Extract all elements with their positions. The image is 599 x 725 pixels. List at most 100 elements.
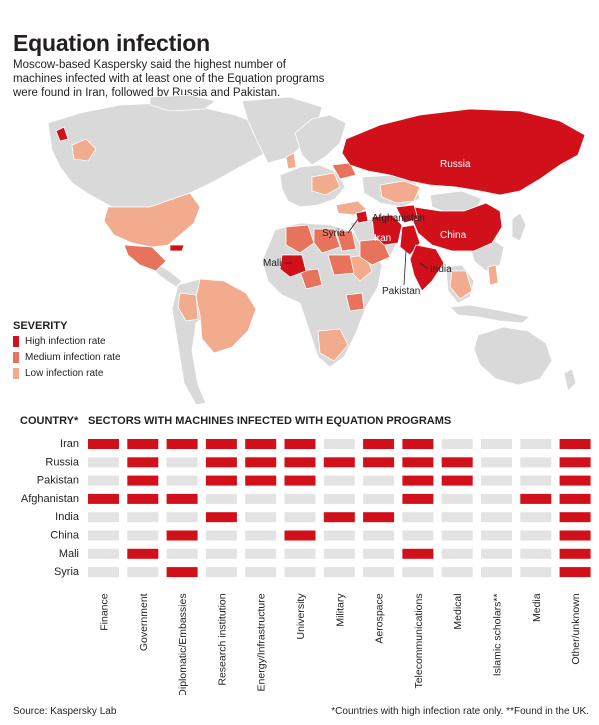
empty-cell (88, 567, 119, 578)
sudan-region (327, 254, 355, 276)
low-infection-regions (71, 138, 499, 362)
japan (511, 212, 527, 242)
infected-cell (559, 457, 591, 468)
legend-swatch (13, 352, 19, 363)
sector-label: Telecommunications (413, 593, 425, 688)
empty-cell (166, 512, 198, 523)
row-header: COUNTRY* (20, 415, 79, 427)
map-label-afghanistan: Afghanistan (372, 213, 425, 224)
empty-cell (245, 567, 277, 578)
cuba-region (169, 244, 185, 252)
empty-cell (323, 493, 355, 504)
ukraine-region (331, 162, 357, 180)
empty-cell (284, 493, 316, 504)
empty-cell (520, 457, 552, 468)
empty-cell (363, 567, 395, 578)
subtitle: Moscow-based Kaspersky said the highest … (13, 58, 343, 100)
infected-cell (284, 439, 316, 449)
infected-cell (205, 475, 237, 486)
empty-cell (323, 548, 355, 559)
legend-item-high: High infection rate (13, 336, 106, 347)
afghanistan-region (395, 204, 419, 224)
infected-cell (205, 457, 237, 468)
sector-label: Government (138, 593, 150, 651)
legend-heading: SEVERITY (13, 320, 68, 332)
empty-cell (127, 512, 159, 523)
empty-cell (481, 457, 512, 468)
infected-cell (205, 512, 237, 523)
legend-item-low: Low infection rate (13, 368, 103, 379)
country-label: China (50, 530, 80, 542)
infected-cell (166, 567, 198, 578)
sector-label: Other/unknown (570, 593, 582, 664)
empty-cell (245, 493, 277, 504)
matrix-rows: Iran Russia Pakistan Afghanistan India China M… (21, 438, 591, 578)
subtitle-line: were found in Iran, followed by Russia a… (13, 87, 281, 99)
empty-cell (205, 567, 237, 578)
infected-cell (284, 475, 316, 486)
empty-cell (363, 493, 395, 504)
map-labels: Russia Afghanistan Syria Iran China Mali… (263, 159, 471, 297)
empty-cell (520, 530, 552, 541)
country-label: Russia (45, 456, 80, 468)
southeast-asia-region (449, 270, 473, 300)
arctic-islands (149, 95, 216, 112)
infected-cell (166, 439, 198, 449)
empty-cell (481, 512, 512, 523)
empty-cell (481, 548, 512, 559)
empty-cell (481, 493, 512, 504)
map-label-china: China (440, 230, 467, 241)
empty-cell (205, 548, 237, 559)
sector-label: Aerospace (374, 593, 386, 643)
libya-region (313, 228, 341, 254)
sector-label: Military (334, 593, 346, 627)
map-label-india: India (430, 264, 452, 275)
empty-cell (88, 530, 119, 541)
central-asia-region (379, 180, 421, 204)
sector-label: Medical (452, 593, 464, 629)
empty-cell (441, 567, 473, 578)
infected-cell (127, 548, 159, 559)
empty-cell (205, 530, 237, 541)
kenya-region (345, 292, 365, 312)
sector-label: Media (531, 593, 543, 622)
infected-cell (402, 475, 434, 486)
subtitle-line: machines infected with at least one of t… (13, 73, 325, 85)
empty-cell (441, 530, 473, 541)
country-label: Iran (60, 438, 79, 450)
infected-cell (559, 493, 591, 504)
empty-cell (284, 548, 316, 559)
infected-cell (127, 493, 159, 504)
infected-cell (559, 439, 591, 449)
algeria-region (285, 224, 315, 254)
empty-cell (481, 567, 512, 578)
empty-cell (88, 512, 119, 523)
map-label-russia: Russia (440, 159, 471, 170)
uk-region (285, 152, 297, 170)
empty-cell (127, 530, 159, 541)
infected-cell (166, 530, 198, 541)
empty-cell (323, 439, 355, 449)
leader-line (419, 262, 429, 270)
infected-cell (559, 475, 591, 486)
philippines-region (487, 264, 499, 286)
empty-cell (520, 439, 552, 449)
empty-cell (127, 567, 159, 578)
mali-region (279, 254, 307, 278)
alaska-high (55, 126, 69, 142)
infected-cell (559, 530, 591, 541)
map-label-iran: Iran (374, 233, 391, 244)
empty-cell (88, 548, 119, 559)
empty-cell (520, 475, 552, 486)
peru-region (177, 292, 199, 322)
empty-cell (481, 530, 512, 541)
legend-swatch (13, 368, 19, 379)
iran-region (371, 214, 403, 246)
infected-cell (441, 475, 473, 486)
infected-cell (520, 493, 552, 504)
empty-cell (520, 512, 552, 523)
sector-label: Islamic scholars** (492, 593, 504, 676)
infected-cell (402, 439, 434, 449)
infected-cell (402, 457, 434, 468)
empty-cell (441, 439, 473, 449)
